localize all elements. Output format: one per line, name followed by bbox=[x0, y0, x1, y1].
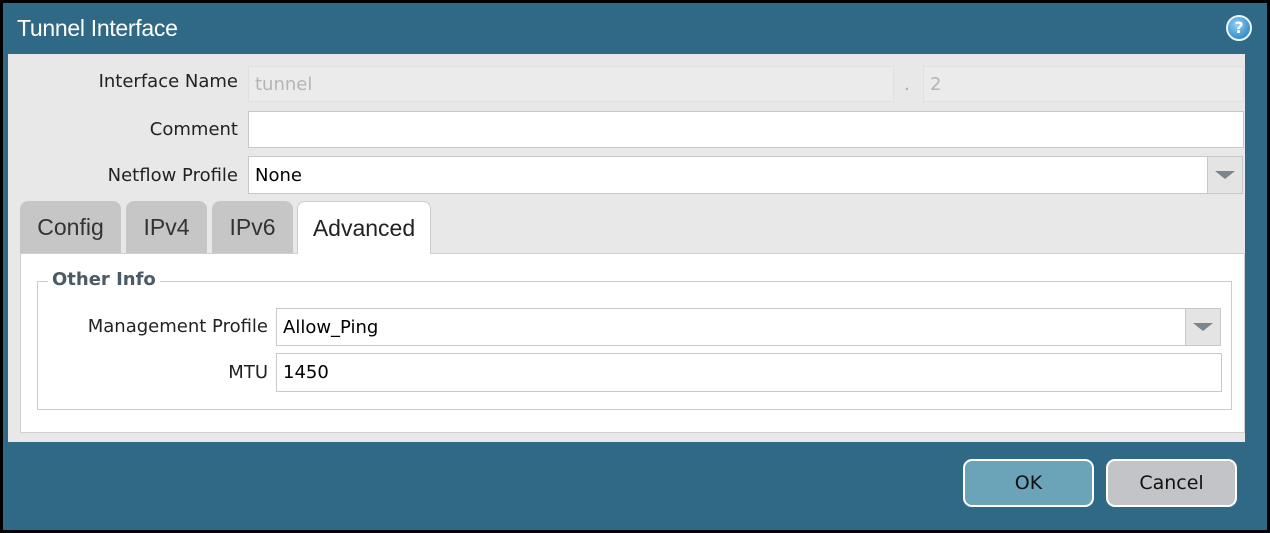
interface-name-label: Interface Name bbox=[98, 71, 238, 92]
general-panel: Interface Name tunnel . 2 Comment Netflo… bbox=[8, 54, 1245, 442]
management-profile-dropdown-button[interactable] bbox=[1185, 308, 1221, 346]
management-profile-label: Management Profile bbox=[87, 316, 268, 337]
comment-label: Comment bbox=[149, 119, 238, 140]
interface-suffix-input[interactable]: 2 bbox=[923, 66, 1244, 102]
netflow-dropdown-button[interactable] bbox=[1207, 156, 1243, 194]
interface-name-input[interactable]: tunnel bbox=[248, 66, 894, 102]
tab-ipv6[interactable]: IPv6 bbox=[212, 201, 293, 253]
netflow-profile-label: Netflow Profile bbox=[107, 165, 238, 186]
comment-input[interactable] bbox=[248, 111, 1244, 148]
tab-config[interactable]: Config bbox=[20, 201, 121, 253]
chevron-down-icon bbox=[1215, 171, 1235, 179]
tab-ipv4[interactable]: IPv4 bbox=[126, 201, 207, 253]
mtu-input[interactable]: 1450 bbox=[276, 353, 1222, 392]
netflow-profile-select[interactable]: None bbox=[248, 156, 1208, 194]
chevron-down-icon bbox=[1193, 323, 1213, 331]
other-info-fieldset: Other Info Management Profile Allow_Ping… bbox=[37, 269, 1232, 410]
ok-button[interactable]: OK bbox=[963, 459, 1094, 507]
mtu-label: MTU bbox=[228, 362, 268, 383]
help-icon[interactable]: ? bbox=[1226, 15, 1252, 41]
tunnel-interface-dialog: Tunnel Interface ? Interface Name tunnel… bbox=[3, 3, 1267, 530]
advanced-tab-content: Other Info Management Profile Allow_Ping… bbox=[20, 253, 1245, 433]
interface-separator: . bbox=[904, 74, 910, 95]
management-profile-select[interactable]: Allow_Ping bbox=[276, 308, 1186, 346]
cancel-button[interactable]: Cancel bbox=[1106, 459, 1237, 507]
other-info-legend: Other Info bbox=[48, 269, 160, 290]
tab-advanced[interactable]: Advanced bbox=[297, 201, 431, 254]
dialog-title: Tunnel Interface bbox=[17, 15, 178, 41]
